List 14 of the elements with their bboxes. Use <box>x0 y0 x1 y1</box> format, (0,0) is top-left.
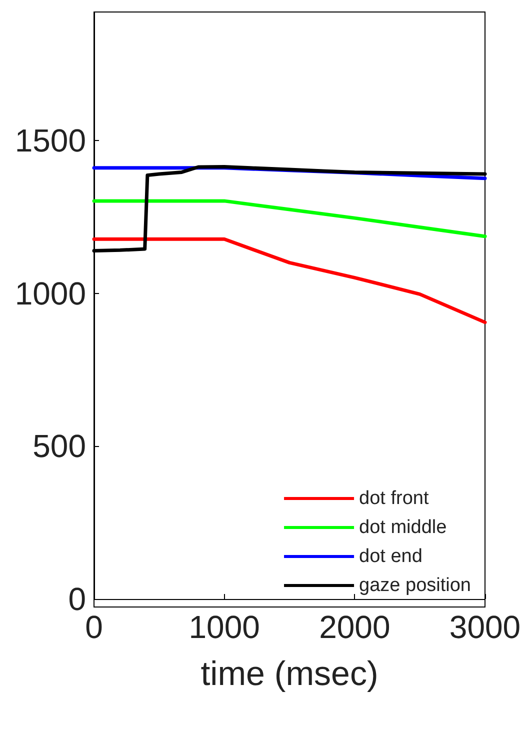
y-tick-label: 1500 <box>14 122 86 158</box>
y-tick-label: 0 <box>68 581 86 617</box>
legend-label: dot end <box>359 546 422 567</box>
y-tick-label: 500 <box>32 428 86 464</box>
x-axis-title: time (msec) <box>200 655 378 693</box>
line-series <box>92 237 487 324</box>
legend-label: dot middle <box>359 517 447 538</box>
legend-label: gaze position <box>359 575 471 596</box>
x-tick-label: 1000 <box>188 609 260 645</box>
y-tick-label: 1000 <box>14 275 86 312</box>
x-tick-label: 3000 <box>449 609 521 645</box>
x-tick-label: 2000 <box>319 609 390 645</box>
legend-label: dot front <box>359 488 430 509</box>
line-series <box>92 199 487 238</box>
